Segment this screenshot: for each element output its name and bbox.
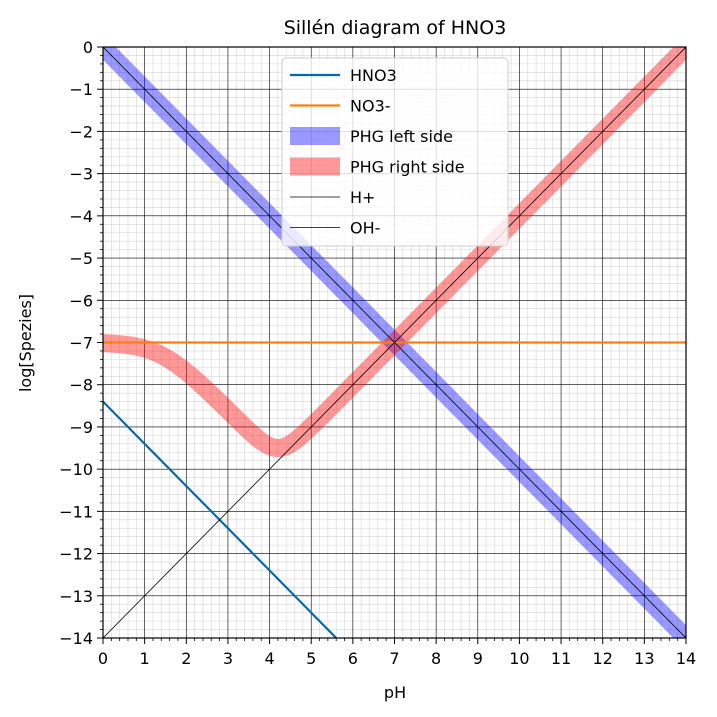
x-tick-label: 14 [676,649,696,668]
legend-no3-label: NO3- [350,97,391,116]
legend-h-label: H+ [350,188,375,207]
y-tick-label: −7 [69,334,93,353]
x-tick-label: 2 [181,649,191,668]
y-tick-label: −11 [59,502,93,521]
x-tick-label: 5 [306,649,316,668]
x-axis: 0 1 2 3 4 5 6 7 8 9 10 11 12 13 14 [98,638,696,668]
y-axis-title: log[Spezies] [16,294,35,392]
legend-phg-left-side-label: PHG left side [350,127,453,146]
y-tick-label: 0 [83,38,93,57]
y-tick-label: −12 [59,545,93,564]
series-oh-line [103,47,686,638]
y-tick-label: −10 [59,460,93,479]
series-group [103,47,686,638]
x-tick-label: 0 [98,649,108,668]
x-tick-label: 10 [509,649,529,668]
y-tick-label: −8 [69,376,93,395]
x-tick-label: 4 [264,649,274,668]
legend-oh-label: OH- [350,219,380,238]
y-axis: 0 −1 −2 −3 −4 −5 −6 −7 −8 −9 −10 −11 −12 −13 −14 [59,38,103,648]
y-tick-label: −6 [69,291,93,310]
x-tick-label: 7 [389,649,399,668]
legend: HNO3 NO3- PHG left side PHG right side H+ OH- [281,57,509,247]
legend-hno3-label: HNO3 [350,66,397,85]
y-tick-label: −1 [69,80,93,99]
x-tick-label: 12 [593,649,613,668]
plot-area [103,47,686,638]
y-tick-label: −2 [69,122,93,141]
x-axis-title: pH [384,683,406,702]
y-tick-label: −3 [69,165,93,184]
legend-box [281,57,509,247]
x-tick-label: 6 [348,649,358,668]
y-tick-label: −14 [59,629,93,648]
y-tick-label: −9 [69,418,93,437]
y-tick-label: −13 [59,587,93,606]
x-tick-label: 13 [634,649,654,668]
chart-title: Sillén diagram of HNO3 [284,17,507,39]
x-tick-label: 8 [431,649,441,668]
y-tick-label: −5 [69,249,93,268]
x-tick-label: 11 [551,649,571,668]
x-tick-label: 1 [140,649,150,668]
x-tick-label: 9 [473,649,483,668]
y-tick-label: −4 [69,207,93,226]
x-tick-label: 3 [223,649,233,668]
legend-phg-right-side-label: PHG right side [350,158,465,177]
